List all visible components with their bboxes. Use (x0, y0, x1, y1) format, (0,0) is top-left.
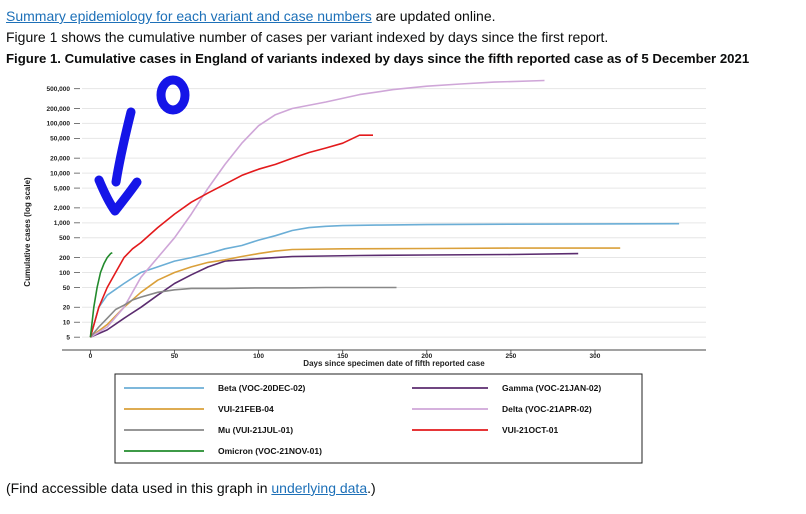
annotation-arrow-icon (94, 107, 142, 216)
figure-title: Figure 1. Cumulative cases in England of… (6, 51, 750, 66)
y-tick-label: 50 (63, 285, 71, 292)
chart-series (89, 79, 680, 338)
legend-label-omicron-voc-21nov-01: Omicron (VOC-21NOV-01) (218, 446, 322, 456)
series-line-vui-21oct-01 (89, 134, 373, 338)
chart-grid (74, 88, 706, 354)
y-tick-label: 200 (59, 255, 70, 262)
summary-epidemiology-link[interactable]: Summary epidemiology for each variant an… (6, 8, 372, 24)
footer-note: (Find accessible data used in this graph… (6, 480, 376, 496)
x-tick-label: 150 (337, 353, 348, 360)
series-line-gamma-voc-21jan-02 (90, 252, 579, 338)
annotation-zero-mark (156, 75, 190, 115)
x-axis-title: Days since specimen date of fifth report… (303, 359, 485, 368)
handwritten-annotation (94, 75, 190, 216)
y-tick-label: 100 (59, 270, 70, 277)
intro-line-suffix: are updated online. (371, 8, 496, 24)
y-tick-label: 5 (66, 334, 70, 341)
y-tick-label: 10,000 (50, 170, 70, 177)
y-tick-label: 500 (59, 235, 70, 242)
x-tick-label: 250 (505, 353, 516, 360)
legend-label-delta-voc-21apr-02: Delta (VOC-21APR-02) (502, 404, 592, 414)
y-tick-labels: 5 10 20 50 100 200 500 1,000 2,000 5,000 10,000 20,… (47, 86, 71, 341)
y-tick-label: 5,000 (54, 185, 71, 192)
series-line-vui-21feb-04 (89, 247, 621, 338)
figure-description: Figure 1 shows the cumulative number of … (6, 29, 609, 45)
footer-prefix: (Find accessible data used in this graph… (6, 480, 272, 496)
x-tick-labels: 0 50 100 150 200 250 300 (89, 353, 601, 360)
legend-label-vui-21oct-01: VUI-21OCT-01 (502, 425, 558, 435)
legend: Beta (VOC-20DEC-02) Gamma (VOC-21JAN-02) V… (114, 373, 643, 464)
series-line-delta-voc-21apr-02 (89, 79, 545, 338)
x-tick-label: 50 (171, 353, 179, 360)
x-tick-label: 0 (89, 353, 93, 360)
intro-line: Summary epidemiology for each variant an… (6, 8, 496, 24)
legend-label-gamma-voc-21jan-02: Gamma (VOC-21JAN-02) (502, 383, 601, 393)
x-tick-label: 200 (421, 353, 432, 360)
legend-label-mu-vui-21jul-01: Mu (VUI-21JUL-01) (218, 425, 293, 435)
y-tick-label: 2,000 (54, 205, 71, 212)
y-tick-label: 20 (63, 305, 71, 312)
y-tick-label: 20,000 (50, 155, 70, 162)
y-axis-title: Cumulative cases (log scale) (23, 177, 32, 287)
footer-suffix: .) (367, 480, 376, 496)
y-tick-label: 1,000 (54, 220, 71, 227)
series-line-beta-voc-20dec-02 (89, 222, 680, 338)
y-tick-label: 50,000 (50, 136, 70, 143)
y-tick-label: 100,000 (47, 121, 71, 128)
series-line-omicron-voc-21nov-01 (89, 251, 113, 338)
legend-label-beta-voc-20dec-02: Beta (VOC-20DEC-02) (218, 383, 306, 393)
y-tick-label: 10 (63, 320, 71, 327)
y-tick-label: 500,000 (47, 86, 71, 93)
x-tick-label: 100 (253, 353, 264, 360)
legend-label-vui-21feb-04: VUI-21FEB-04 (218, 404, 274, 414)
chart: 51020501002005001,0002,0005,00010,00020,… (23, 75, 706, 464)
x-tick-label: 300 (590, 353, 601, 360)
y-tick-label: 200,000 (47, 106, 71, 113)
underlying-data-link[interactable]: underlying data (271, 480, 368, 496)
series-line-mu-vui-21jul-01 (89, 286, 397, 338)
